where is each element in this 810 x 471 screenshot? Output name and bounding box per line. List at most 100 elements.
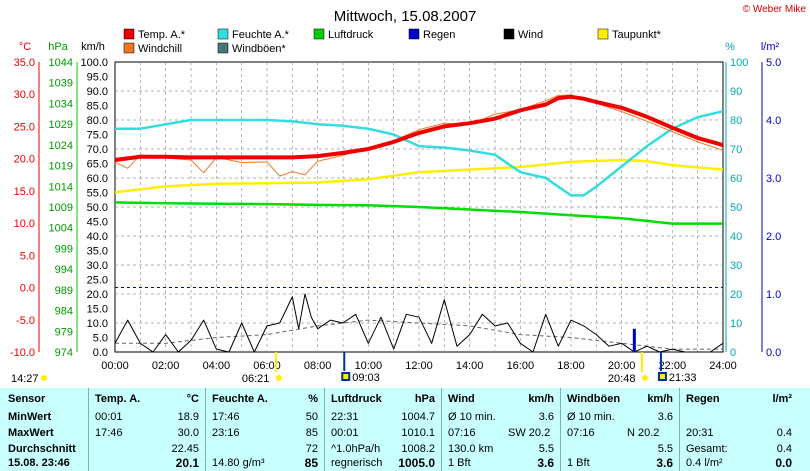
tick-label-pressure: 1004 [49,223,73,235]
tick-label-wind: 20.0 [87,289,108,301]
tick-label-pressure: 989 [55,285,73,297]
tick-label-x: 04:00 [203,360,231,372]
press-avg-value: 1008.2 [401,443,435,455]
legend-label: Luftdruck [328,29,374,41]
tick-label-temp: 10.0 [14,218,35,230]
press-min-value: 1004.7 [401,411,435,423]
gust-unit: km/h [647,393,673,405]
legend-label: Temp. A.* [138,29,186,41]
tick-label-wind: 30.0 [87,260,108,272]
temp-unit: °C [186,393,199,405]
tick-label-wind: 0.0 [93,347,108,359]
wind-max-value: SW 20.2 [508,427,551,439]
gust-head: Windböen [567,393,621,405]
hum-current-value: 85 [304,456,318,470]
col-gust: Windböen km/h Ø 10 min. 3.6 07:16 N 20.2 5.… [561,388,679,471]
tick-label-wind: 40.0 [87,231,108,243]
min-marker-icon [275,375,282,381]
hum-min-value: 50 [305,411,318,423]
tick-label-pressure: 974 [55,347,73,359]
tick-label-wind: 95.0 [87,72,108,84]
tick-label-temp: 5.0 [20,250,35,262]
tick-label-temp: 0.0 [20,283,35,295]
temp-avg-value: 22.45 [171,443,199,455]
press-head: Luftdruck [331,393,382,405]
tick-label-pressure: 1019 [49,161,73,173]
press-forecast: regnerisch [331,457,383,469]
temp-min-value: 18.9 [177,411,199,423]
sensor-head: Sensor [8,393,46,405]
tick-label-x: 08:00 [304,360,332,372]
rain-today: 0.4 l/m² [686,457,723,469]
tick-label-pressure: 1029 [49,119,73,131]
tick-label-wind: 5.0 [93,333,108,345]
unit-pressure: hPa [48,41,68,53]
legend-swatch [408,28,420,40]
unit-wind: km/h [81,41,105,53]
tick-label-temp: 25.0 [14,121,35,133]
wind-max-time: 07:16 [448,427,476,439]
tick-label-wind: 80.0 [87,115,108,127]
max-marker-label: 21:33 [669,372,697,384]
tick-label-rain: 0.0 [766,347,781,359]
row-label-max: MaxWert [8,427,54,439]
unit-temp: °C [19,41,31,53]
hum-max-time: 23:16 [212,427,240,439]
tick-label-wind: 45.0 [87,217,108,229]
tick-label-humidity: 20 [730,289,742,301]
weather-chart: Mittwoch, 15.08.2007 © Weber Mike Temp. A.… [10,4,807,385]
tick-label-pressure: 1034 [49,98,73,110]
series-line-windben [115,319,723,350]
tick-label-rain: 1.0 [766,289,781,301]
legend-swatch [217,28,229,40]
tick-label-pressure: 979 [55,326,73,338]
legend-swatch [217,42,229,54]
col-wind: Wind km/h Ø 10 min. 3.6 07:16 SW 20.2 130.0… [442,388,560,471]
press-max-value: 1010.1 [401,427,435,439]
rain-head: Regen [686,393,720,405]
tick-label-wind: 15.0 [87,304,108,316]
legend-swatch [313,28,325,40]
rain-current-value: 0.0 [775,456,792,470]
max-marker-icon-inner [659,374,665,379]
legend-label: Wind [518,29,543,41]
series-line-wind [114,293,724,353]
col-humidity: Feuchte A.% 17:46 50 23:16 85 72 14.80 g/m… [206,388,324,471]
tick-label-humidity: 90 [730,86,742,98]
tick-label-x: 12:00 [405,360,433,372]
series-line-taupunkt [114,158,724,194]
wind-run: 130.0 km [448,443,494,455]
tick-label-rain: 5.0 [766,57,781,69]
press-unit: hPa [414,393,435,405]
rain-bar [632,328,636,352]
tick-label-x: 00:00 [101,360,129,372]
gust-avg-value: 5.5 [657,443,673,455]
hum-unit: % [308,393,318,405]
tick-label-humidity: 0 [730,347,736,359]
tick-label-humidity: 80 [730,115,742,127]
temp-max-time: 17:46 [95,427,123,439]
hum-avg-value: 72 [305,443,318,455]
row-label-avg: Durchschnitt [8,443,76,455]
temp-max-value: 30.0 [177,427,199,439]
tick-label-pressure: 1044 [49,57,73,69]
tick-label-rain: 3.0 [766,173,781,185]
tick-label-wind: 75.0 [87,130,108,142]
tick-label-pressure: 1039 [49,78,73,90]
series-line-luftdruck [114,201,723,225]
wind-avg10-value: 3.6 [538,411,554,423]
tick-label-temp: -10.0 [10,347,35,359]
temp-head: Temp. A. [95,393,141,405]
press-current-value: 1005.0 [398,456,435,470]
hum-min-time: 17:46 [212,411,240,423]
tick-label-humidity: 10 [730,318,742,330]
tick-label-humidity: 50 [730,202,742,214]
tick-label-temp: 15.0 [14,186,35,198]
press-max-time: 00:01 [331,427,359,439]
tick-label-x: 16:00 [507,360,535,372]
hum-abs: 14.80 g/m³ [212,457,265,469]
tick-label-pressure: 1024 [49,140,73,152]
tick-label-temp: 20.0 [14,154,35,166]
min-marker-label: 06:21 [242,373,270,385]
tick-label-x: 18:00 [557,360,585,372]
